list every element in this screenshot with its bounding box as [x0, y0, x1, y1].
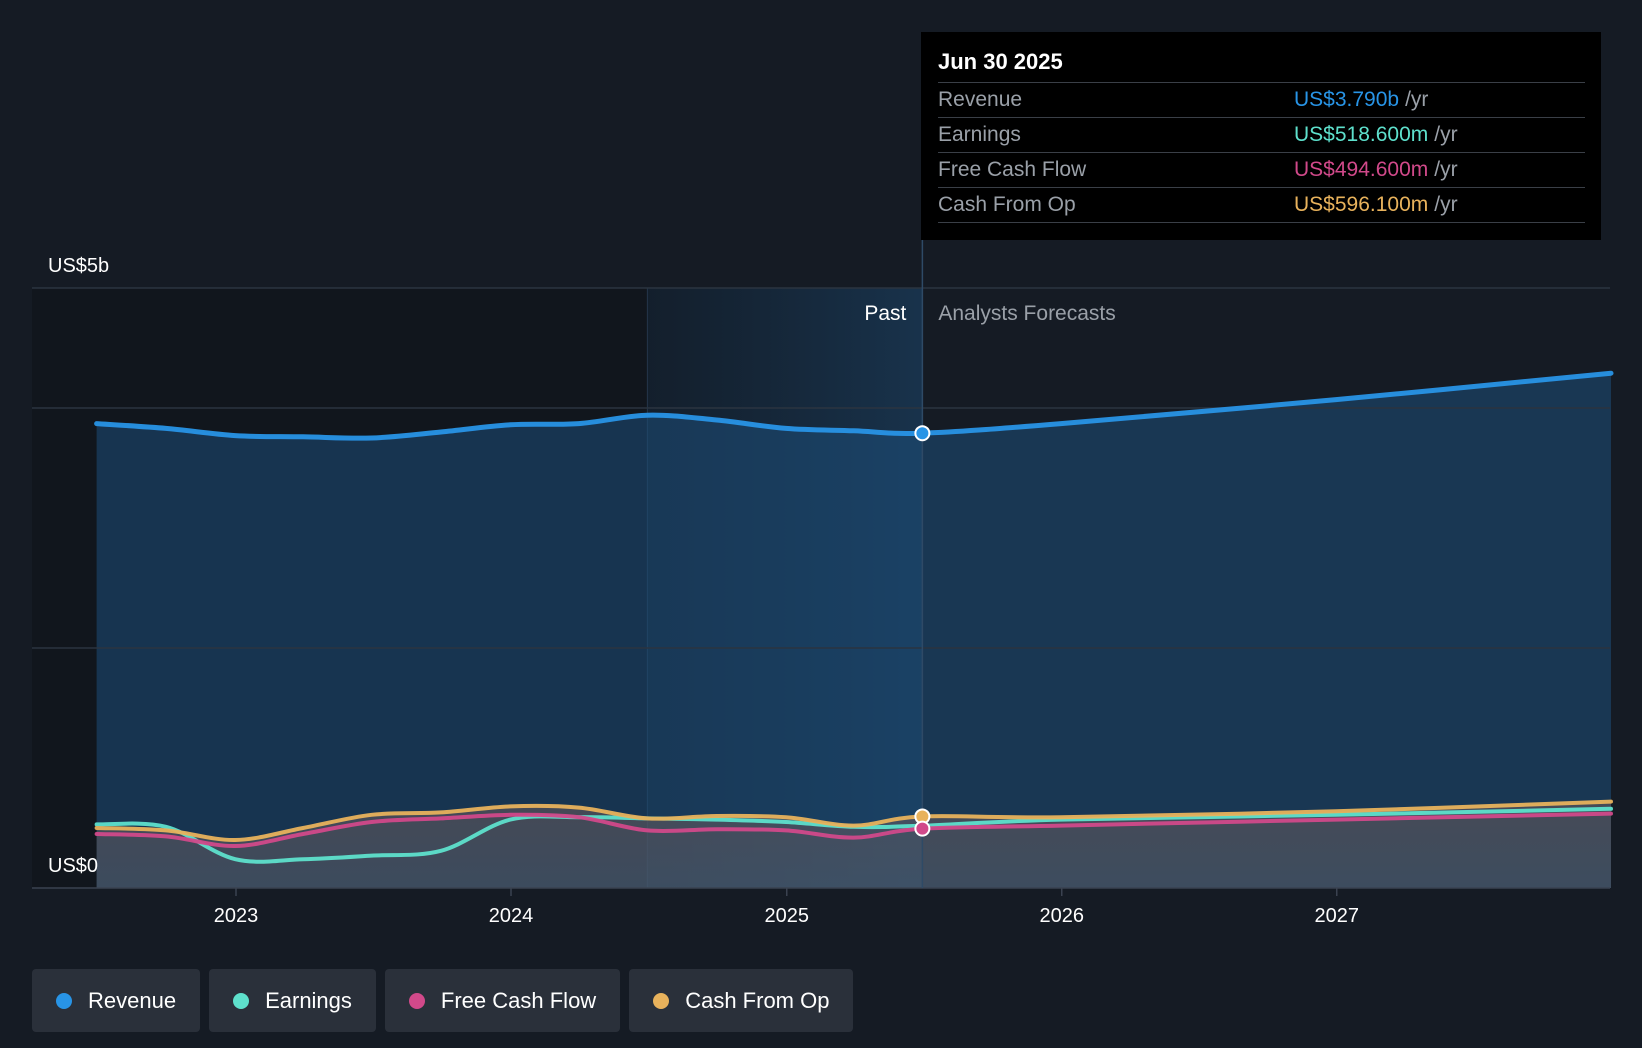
series-line-revenue	[94, 370, 1614, 441]
tooltip-row-value: US$596.100m	[1294, 193, 1429, 216]
tooltip-row-value: US$494.600m	[1294, 158, 1429, 181]
x-tick-label: 2026	[1040, 905, 1085, 927]
tooltip-row: Revenue US$3.790b/yr	[938, 83, 1585, 118]
tooltip-row-unit: /yr	[1405, 88, 1429, 111]
legend-item-cash-from-op[interactable]: Cash From Op	[629, 969, 854, 1032]
legend-label: Free Cash Flow	[440, 987, 597, 1013]
x-tick-label: 2027	[1315, 905, 1360, 927]
tooltip-row-label: Revenue	[938, 88, 1023, 111]
series-line-free-cash-flow	[94, 811, 1613, 849]
marker-free-cash-flow	[914, 820, 931, 837]
legend: Revenue Earnings Free Cash Flow Cash From O…	[32, 969, 854, 1032]
legend-label: Cash From Op	[685, 987, 830, 1013]
tooltip-row-label: Free Cash Flow	[938, 158, 1087, 181]
legend-label: Earnings	[265, 987, 352, 1013]
legend-dot-icon	[56, 992, 72, 1009]
legend-item-free-cash-flow[interactable]: Free Cash Flow	[384, 969, 621, 1032]
series-line-cash-from-op	[94, 799, 1613, 843]
tooltip-row: Earnings US$518.600m/yr	[938, 118, 1585, 153]
tooltip-row-label: Earnings	[938, 123, 1021, 146]
past-label: Past	[864, 302, 906, 325]
tooltip-row-label: Cash From Op	[938, 193, 1076, 216]
chart-area: US$5b US$0 Past Analysts Forecasts 2023 2024 2…	[32, 240, 1614, 927]
tooltip-row-unit: /yr	[1434, 123, 1458, 146]
x-tick-label: 2023	[214, 905, 259, 927]
legend-dot-icon	[653, 992, 670, 1009]
tooltip-row-value: US$518.600m	[1294, 123, 1429, 146]
legend-item-revenue[interactable]: Revenue	[32, 969, 201, 1032]
tooltip-date: Jun 30 2025	[938, 46, 1585, 83]
marker-revenue	[914, 425, 931, 442]
forecast-label: Analysts Forecasts	[938, 302, 1115, 325]
tooltip-row: Cash From Op US$596.100m/yr	[938, 188, 1585, 223]
tooltip-row: Free Cash Flow US$494.600m/yr	[938, 153, 1585, 188]
x-tick-label: 2025	[765, 905, 810, 927]
legend-dot-icon	[408, 992, 425, 1009]
tooltip-row-unit: /yr	[1434, 158, 1458, 181]
legend-dot-icon	[233, 992, 250, 1009]
legend-label: Revenue	[88, 987, 177, 1013]
tooltip-panel: Jun 30 2025 Revenue US$3.790b/yr Earnings U…	[921, 32, 1601, 240]
y-axis-top-label: US$5b	[48, 255, 109, 277]
y-axis-bottom-label: US$0	[48, 855, 98, 877]
legend-item-earnings[interactable]: Earnings	[209, 969, 376, 1032]
x-tick-label: 2024	[489, 905, 534, 927]
tooltip-row-unit: /yr	[1434, 193, 1458, 216]
tooltip-row-value: US$3.790b	[1294, 88, 1400, 111]
revenue-area	[96, 373, 1611, 888]
